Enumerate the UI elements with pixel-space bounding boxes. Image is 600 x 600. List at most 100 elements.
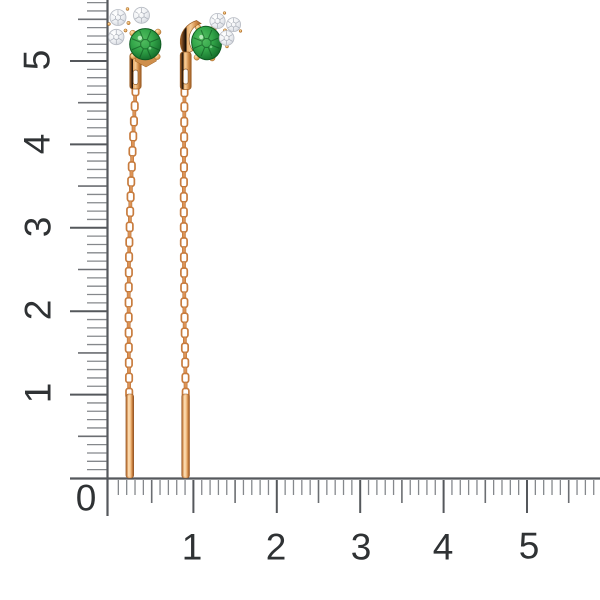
gem-facets [193,29,220,57]
gold-prong [126,21,131,25]
v-ruler-label-1: 1 [17,382,59,404]
facet-line [139,48,145,58]
chain-link [180,101,189,113]
post-slot [132,69,139,85]
horizontal-ruler [70,477,600,513]
chain-link [180,327,189,339]
diamond-highlight [230,21,233,24]
chain-link [126,206,135,218]
diamond-stone [108,28,125,46]
h-ruler-label-3: 3 [350,526,372,568]
facet-line [146,48,152,58]
h-ruler-label-4: 4 [432,526,454,568]
left-earring [107,6,162,479]
threader-bar-highlight [183,395,186,477]
chain-link [180,116,189,128]
diamond-highlight [214,17,217,20]
diamond-stone [133,6,150,24]
diamond-stone [226,17,242,33]
chain-link [124,357,133,369]
diamond-facets [111,10,125,25]
chain-link [124,266,133,278]
threader-bar-highlight [127,395,130,477]
gold-prong [123,28,128,33]
h-ruler-label-5: 5 [518,525,540,567]
facet-line [193,37,203,42]
facet-table [115,14,121,21]
h-ruler-label-0: 0 [75,477,97,519]
diamond-highlight [137,11,141,14]
v-ruler-label-2: 2 [17,299,59,321]
chain-link [179,237,188,248]
gem-sparkle [199,34,204,40]
diamond-facets [134,7,149,23]
gem-sparkle [148,46,152,50]
diamond-body [109,9,127,26]
chain-link [179,176,188,188]
gold-prong [222,11,227,15]
diamond-body [226,17,242,33]
gold-prong [107,22,111,26]
facet-line [207,46,213,57]
facet-table [201,38,212,48]
chain-link [179,191,188,203]
chain-link [179,252,189,263]
v-ruler-label-5: 5 [16,49,58,71]
chain-link [130,100,139,112]
diamond-facets [227,18,240,32]
chain-link [127,161,136,172]
chain-link [179,161,189,173]
h-ruler-label-2: 2 [265,526,287,568]
facet-line [131,45,142,51]
chain-link [179,146,189,158]
gold-prong [125,7,130,11]
gold-prong [238,29,243,33]
facet-line [200,29,206,40]
chain-link [179,222,188,233]
diamond-body [133,6,150,24]
chain-link [125,221,134,233]
diamond-body [209,12,226,29]
chain-link [124,372,134,384]
post-slot [182,68,189,85]
diamond-body [108,28,125,46]
facet-line [210,44,220,49]
facet-table [138,11,145,19]
chain-link [179,206,188,218]
h-ruler-label-1: 1 [181,526,203,568]
facet-table [230,21,237,28]
chain-link [124,327,133,339]
diamond-highlight [112,33,116,36]
chain-link [181,372,190,384]
chain-link [124,312,133,323]
facet-table [223,34,230,42]
chain-link [180,131,189,143]
facet-table [140,39,151,50]
diamond-body [218,30,235,46]
chain-link [129,115,138,127]
vertical-ruler [70,0,109,516]
chain-link [124,296,133,308]
chain-link [126,191,135,203]
threader-bar [181,393,190,479]
green-gem [129,28,162,61]
chain-link [125,236,134,248]
diamond-stone [218,30,235,46]
facet-line [193,44,203,49]
chain-link [180,297,189,309]
chain-link [128,145,137,157]
chain-link [127,176,136,188]
facet-line [146,30,152,41]
gem-sparkle [137,35,143,41]
chain-link [124,342,133,354]
facet-line [139,30,145,41]
v-ruler-label-4: 4 [16,133,58,155]
facet-line [149,45,159,51]
diamond-highlight [223,34,226,37]
facet-table [214,17,221,25]
facet-line [131,38,142,44]
facet-line [207,29,213,40]
chain-link [180,312,189,324]
